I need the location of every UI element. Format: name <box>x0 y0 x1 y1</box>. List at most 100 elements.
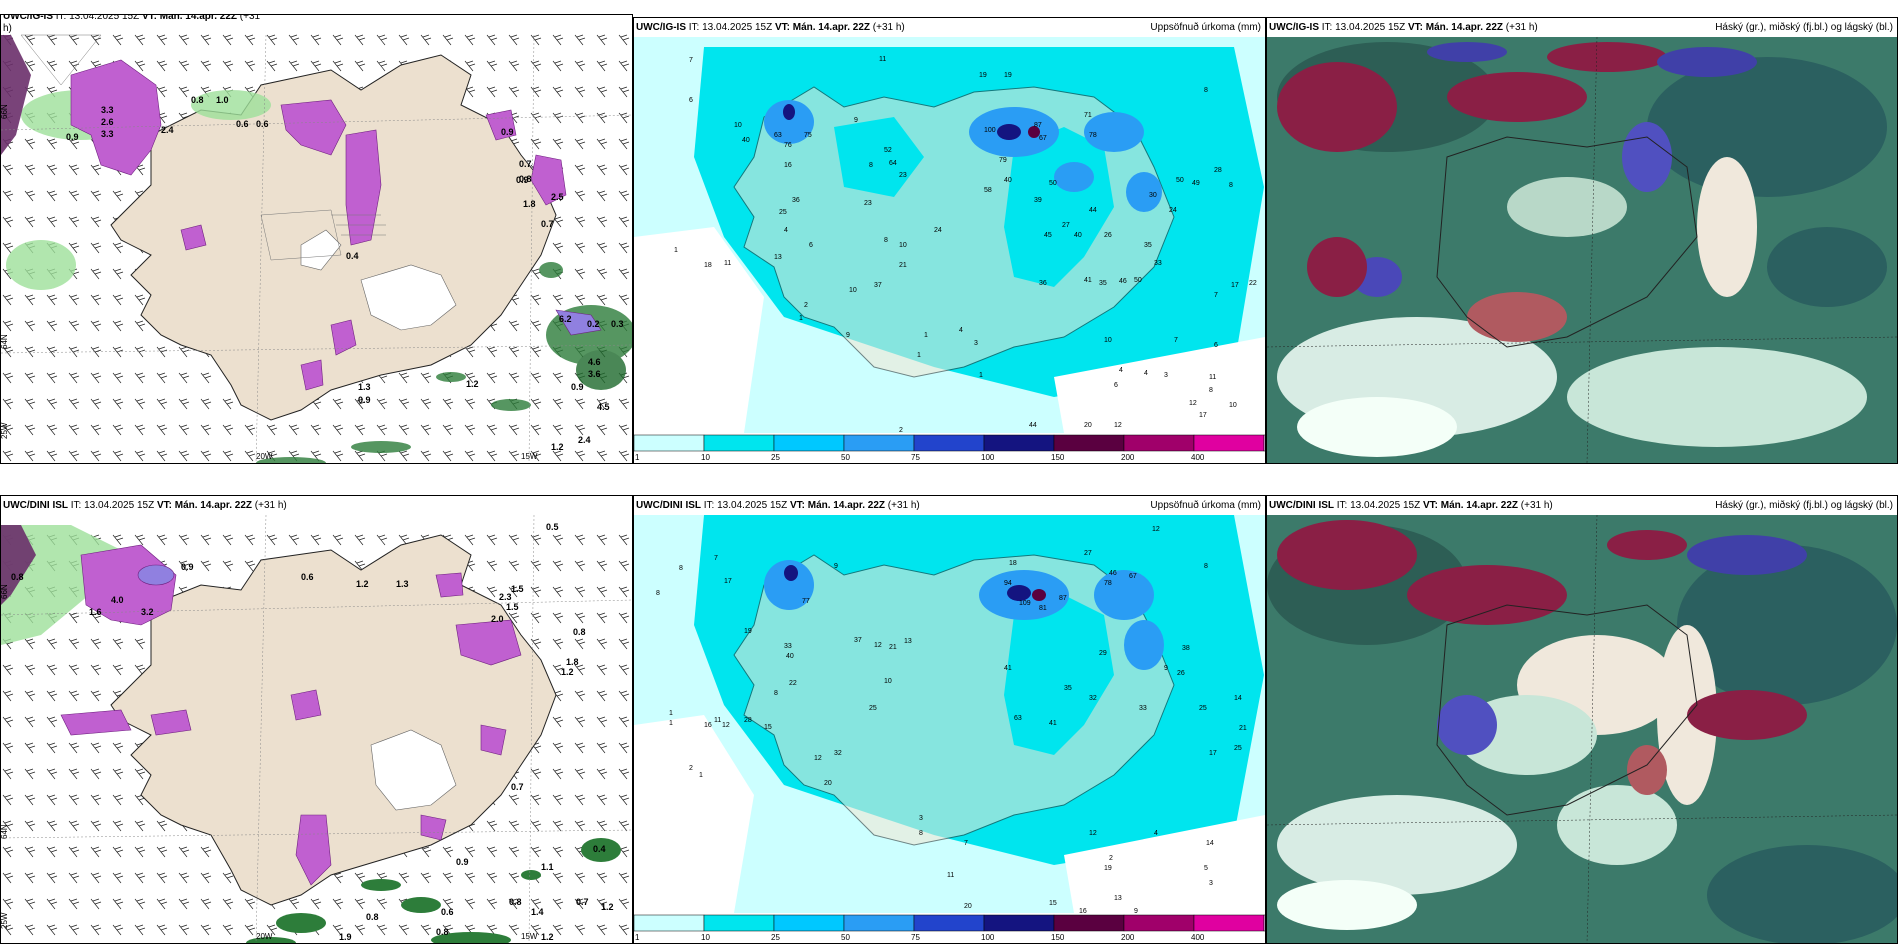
wind-barb <box>222 924 234 936</box>
svg-text:12: 12 <box>1089 830 1097 837</box>
wind-barb <box>24 768 36 780</box>
wind-barb <box>574 560 586 572</box>
svg-text:1: 1 <box>799 315 803 322</box>
svg-text:9: 9 <box>1164 665 1168 672</box>
wind-barb <box>574 242 586 254</box>
svg-text:9: 9 <box>854 117 858 124</box>
iceland-landmass <box>110 534 557 906</box>
svg-text:41: 41 <box>1049 720 1057 727</box>
svg-text:36: 36 <box>792 197 800 204</box>
wind-barb <box>574 112 586 124</box>
wind-barb <box>90 190 102 202</box>
wind-barb <box>68 820 80 832</box>
value-label: 0.2 <box>587 319 600 329</box>
wind-barb <box>574 424 586 436</box>
svg-text:0.9: 0.9 <box>181 562 194 572</box>
wind-barb <box>596 60 608 72</box>
wind-barb <box>442 34 454 46</box>
wind-barb <box>596 112 608 124</box>
svg-text:25: 25 <box>779 209 787 216</box>
wind-barb <box>46 164 58 176</box>
hatching <box>20 34 386 261</box>
wind-barb <box>530 560 542 572</box>
wind-barb <box>530 534 542 546</box>
lead-time: (+31 h) <box>872 22 905 33</box>
wind-barb <box>156 534 168 546</box>
svg-text:0.6: 0.6 <box>441 907 454 917</box>
value-label: 1.2 <box>466 379 479 389</box>
wind-barb <box>134 60 146 72</box>
lat-label: 66N <box>1 104 9 119</box>
wind-barb <box>332 398 344 410</box>
svg-text:25: 25 <box>1199 705 1207 712</box>
colorbar-tick-label: 200 <box>1121 453 1135 462</box>
wind-barb <box>618 138 630 150</box>
model-name: UWC/DINI ISL <box>1269 500 1334 511</box>
wind-barb <box>464 372 476 384</box>
wind-barb <box>486 424 498 436</box>
wind-barb <box>552 112 564 124</box>
wind-barb <box>508 60 520 72</box>
value-label: 1.0 <box>216 95 229 105</box>
svg-text:14: 14 <box>1234 695 1242 702</box>
wind-barb <box>376 924 388 936</box>
wind-barb <box>508 534 520 546</box>
wind-barb <box>112 372 124 384</box>
wind-barb <box>288 34 300 46</box>
wind-barb <box>156 872 168 884</box>
wind-barb <box>24 924 36 936</box>
wind-barb <box>134 294 146 306</box>
value-label: 0.4 <box>346 251 359 261</box>
precip-map: 7 11 6 19 19 8 10 40 9 52 64 75 71 78 10… <box>634 37 1265 433</box>
svg-text:11: 11 <box>714 717 721 724</box>
wind-barb <box>2 450 14 462</box>
wind-barb <box>46 424 58 436</box>
wind-barb <box>156 846 168 858</box>
wind-barb <box>464 872 476 884</box>
value-label: 2.4 <box>578 435 591 445</box>
precip-labels: 0.5 0.6 0.8 1.2 1.3 2.3 1.5 4.0 3.2 0.9 … <box>11 522 614 942</box>
svg-text:50: 50 <box>1049 180 1057 187</box>
svg-text:39: 39 <box>1034 197 1042 204</box>
svg-text:1: 1 <box>699 772 703 779</box>
svg-text:45: 45 <box>1044 232 1052 239</box>
svg-text:32: 32 <box>1089 695 1097 702</box>
svg-text:87: 87 <box>1034 122 1042 129</box>
wind-barb <box>134 320 146 332</box>
wind-barb <box>46 742 58 754</box>
value-label: 4.6 <box>588 357 601 367</box>
value-label: 1.8 <box>523 199 536 209</box>
wind-barb <box>354 398 366 410</box>
svg-text:33: 33 <box>1154 260 1162 267</box>
wind-barb <box>46 846 58 858</box>
wind-barb <box>244 60 256 72</box>
wind-barb <box>398 398 410 410</box>
svg-text:13: 13 <box>904 638 912 645</box>
svg-text:50: 50 <box>1176 177 1184 184</box>
wind-barb <box>618 820 630 832</box>
colorbar-segment <box>634 434 705 452</box>
wind-barb <box>156 372 168 384</box>
wind-barb <box>178 898 190 910</box>
wind-barb <box>442 450 454 462</box>
wind-barb <box>376 898 388 910</box>
model-name: UWC/IG-IS <box>1269 22 1319 33</box>
wind-barb <box>376 34 388 46</box>
wind-barb <box>46 320 58 332</box>
wind-barb <box>90 690 102 702</box>
svg-text:11: 11 <box>724 260 731 267</box>
wind-barb <box>200 898 212 910</box>
svg-text:0.8: 0.8 <box>366 912 379 922</box>
svg-text:4: 4 <box>1154 830 1158 837</box>
wind-barb <box>178 560 190 572</box>
svg-text:32: 32 <box>834 750 842 757</box>
valid-time: Mán. 14.apr. 22Z <box>1440 500 1519 511</box>
init-time-label: IT: <box>70 500 85 511</box>
colorbar-tick-label: 1 <box>635 933 640 942</box>
wind-barb <box>90 242 102 254</box>
wind-barb <box>68 424 80 436</box>
svg-text:10: 10 <box>1229 402 1237 409</box>
wind-barb <box>244 924 256 936</box>
wind-barb <box>530 450 542 462</box>
svg-text:94: 94 <box>1004 580 1012 587</box>
